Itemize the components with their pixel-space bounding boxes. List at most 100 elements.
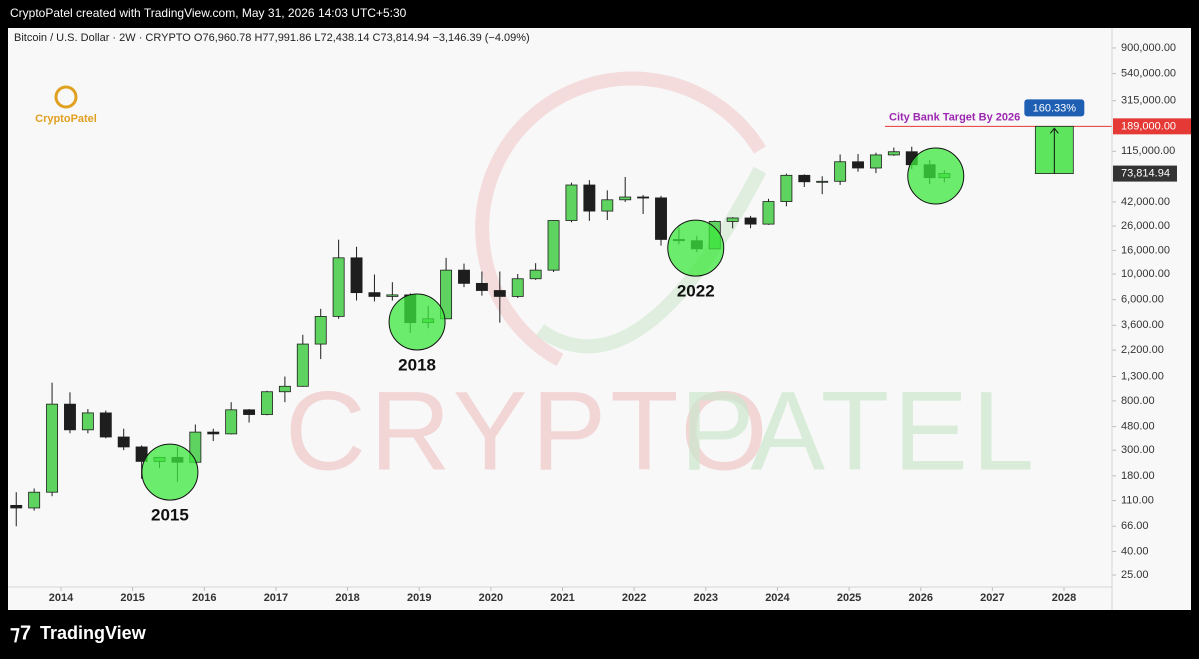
highlight-label: 2022 — [677, 282, 715, 301]
candle-body — [207, 431, 220, 435]
candle-body — [493, 290, 506, 297]
candle-body — [386, 294, 399, 297]
y-tick-label: 900,000.00 — [1121, 42, 1176, 54]
target-text: City Bank Target By 2026 — [889, 111, 1020, 123]
watermark-text: CRYPTO — [285, 369, 772, 494]
candle-body — [869, 154, 882, 169]
x-tick-label: 2016 — [192, 592, 216, 604]
y-tick-label: 2,200.00 — [1121, 344, 1164, 356]
y-tick-label: 16,000.00 — [1121, 244, 1170, 256]
target-price-box — [1113, 118, 1191, 135]
x-tick-label: 2017 — [264, 592, 288, 604]
candle-body — [117, 436, 130, 448]
candle-body — [10, 504, 23, 509]
highlight-label: 2018 — [398, 355, 436, 374]
y-tick-label: 315,000.00 — [1121, 95, 1176, 107]
logo-icon — [54, 85, 78, 109]
candle-body — [243, 409, 256, 415]
y-tick-label: 40.00 — [1121, 545, 1149, 557]
watermark-text: PATEL — [680, 369, 1038, 494]
x-tick-label: 2019 — [407, 592, 431, 604]
candle-body — [440, 269, 453, 320]
header-text: CryptoPatel created with TradingView.com… — [10, 6, 407, 20]
x-tick-label: 2027 — [980, 592, 1004, 604]
y-tick-label: 480.00 — [1121, 420, 1155, 432]
candle-body — [261, 391, 273, 415]
candle-body — [726, 217, 739, 222]
highlight-circle — [141, 443, 199, 501]
candle-body — [135, 446, 148, 462]
candle-body — [278, 385, 291, 393]
candle-body — [816, 180, 829, 183]
y-tick-label: 3,600.00 — [1121, 319, 1164, 331]
candle-body — [619, 196, 632, 201]
brand: TradingView — [40, 623, 147, 643]
candle-body — [744, 217, 757, 225]
target-price-label: 189,000.00 — [1121, 120, 1176, 132]
candle-body — [762, 201, 775, 225]
candle-body — [887, 151, 900, 156]
projection-label: 160.33% — [1033, 102, 1077, 114]
candle-body — [583, 184, 596, 212]
candle-body — [64, 403, 76, 431]
highlight-label: 2015 — [151, 506, 189, 525]
y-tick-label: 110.00 — [1121, 494, 1154, 506]
plot: 25.00 40.00 66.00 110.00 180.00 300.00 480.00 8… — [10, 16, 1191, 604]
candle-body — [28, 491, 41, 509]
candle-body — [780, 174, 793, 202]
x-tick-label: 2023 — [694, 592, 718, 604]
candle-body — [637, 196, 650, 199]
header-bar — [0, 0, 1199, 28]
y-tick-label: 42,000.00 — [1121, 196, 1170, 208]
candle-body — [834, 161, 847, 182]
candle-body — [852, 161, 864, 169]
x-tick-label: 2020 — [479, 592, 503, 604]
x-tick-label: 2025 — [837, 592, 861, 604]
candle-body — [296, 343, 309, 387]
watermark-arc — [535, 166, 767, 354]
y-tick-label: 6,000.00 — [1121, 294, 1164, 306]
x-tick-label: 2015 — [120, 592, 144, 604]
y-tick-label: 800.00 — [1121, 395, 1155, 407]
candle-body — [46, 403, 59, 493]
x-tick-label: 2021 — [550, 592, 574, 604]
candle-body — [99, 412, 112, 438]
candle-body — [529, 269, 542, 280]
last-price-label: 73,814.94 — [1121, 167, 1170, 179]
highlight-circle — [907, 147, 965, 205]
candle-body — [547, 220, 560, 271]
x-tick-label: 2026 — [908, 592, 932, 604]
brand-logo: ⁊7 — [10, 622, 31, 644]
highlight-circle — [667, 219, 725, 277]
chart-panel — [8, 28, 1191, 610]
candle-body — [475, 282, 488, 291]
y-tick-label: 1,300.00 — [1121, 370, 1164, 382]
candle-body — [798, 174, 811, 183]
footer-bar — [0, 610, 1199, 659]
candle-body — [511, 278, 524, 297]
candle-body — [655, 197, 667, 240]
candle-body — [314, 316, 327, 345]
y-tick-label: 66.00 — [1121, 520, 1149, 532]
candle-body — [458, 269, 470, 284]
x-tick-label: 2022 — [622, 592, 646, 604]
logo-text: CryptoPatel — [35, 113, 97, 125]
y-tick-label: 300.00 — [1121, 444, 1155, 456]
y-tick-label: 26,000.00 — [1121, 220, 1170, 232]
candle-body — [601, 199, 614, 212]
y-tick-label: 115,000.00 — [1121, 145, 1175, 157]
y-tick-label: 180.00 — [1121, 470, 1155, 482]
x-tick-label: 2014 — [49, 592, 74, 604]
candle-body — [81, 412, 94, 431]
candle-body — [350, 257, 363, 294]
projection-label-box — [1024, 99, 1085, 117]
last-price-box — [1113, 165, 1177, 182]
x-tick-label: 2018 — [335, 592, 359, 604]
y-tick-label: 25.00 — [1121, 569, 1149, 581]
symbol-info: Bitcoin / U.S. Dollar · 2W · CRYPTO O76,… — [14, 32, 530, 44]
x-tick-label: 2028 — [1052, 592, 1076, 604]
